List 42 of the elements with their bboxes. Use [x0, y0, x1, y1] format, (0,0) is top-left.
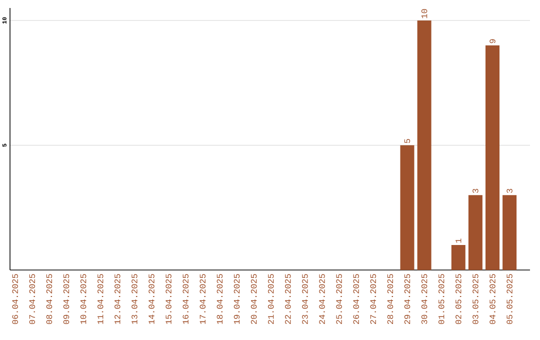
x-tick-label: 15.04.2025: [166, 274, 172, 324]
data-label: 5: [404, 138, 410, 144]
bar: [485, 45, 500, 270]
x-tick-label: 20.04.2025: [250, 274, 257, 324]
x-tick-label: 26.04.2025: [353, 274, 359, 324]
x-tick-label: 03.05.2025: [472, 274, 478, 324]
x-tick-label: 29.04.2025: [404, 274, 410, 324]
x-tick-label: 08.04.2025: [46, 274, 52, 324]
bar: [468, 195, 482, 270]
x-tick-label: 01.05.2025: [438, 274, 444, 324]
x-tick-label: 05.05.2025: [506, 274, 512, 324]
x-tick-label: 21.04.2025: [268, 274, 274, 324]
x-tick-label: 17.04.2025: [200, 274, 206, 324]
bar: [451, 245, 466, 270]
bar: [400, 145, 414, 270]
x-tick-label: 27.04.2025: [370, 274, 376, 324]
x-tick-label: 22.04.2025: [285, 274, 291, 324]
bar: [502, 195, 517, 270]
x-tick-label: 24.04.2025: [319, 274, 325, 324]
data-label: 10: [421, 9, 428, 18]
data-label: 9: [490, 39, 496, 44]
x-tick-label: 28.04.2025: [387, 274, 394, 324]
x-tick-label: 12.04.2025: [114, 274, 120, 324]
x-tick-label: 04.05.2025: [490, 274, 496, 324]
bar: [417, 20, 432, 270]
x-tick-label: 16.04.2025: [182, 274, 188, 324]
data-label: 1: [456, 238, 462, 243]
x-tick-label: 13.04.2025: [132, 274, 138, 324]
data-label: 3: [506, 188, 512, 193]
x-tick-label: 06.04.2025: [12, 274, 18, 324]
x-tick-label: 25.04.2025: [336, 274, 342, 324]
x-tick-label: 10.04.2025: [80, 274, 86, 324]
x-tick-label: 23.04.2025: [302, 274, 308, 324]
x-tick-label: 18.04.2025: [216, 274, 223, 324]
data-label: 3: [472, 188, 478, 193]
x-tick-label: 14.04.2025: [148, 274, 154, 324]
x-tick-label: 09.04.2025: [63, 274, 70, 324]
x-tick-label: 07.04.2025: [29, 274, 36, 324]
x-tick-label: 11.04.2025: [97, 274, 104, 324]
x-tick-label: 19.04.2025: [234, 274, 240, 324]
x-tick-label: 02.05.2025: [456, 274, 462, 324]
x-tick-label: 30.04.2025: [421, 274, 428, 324]
